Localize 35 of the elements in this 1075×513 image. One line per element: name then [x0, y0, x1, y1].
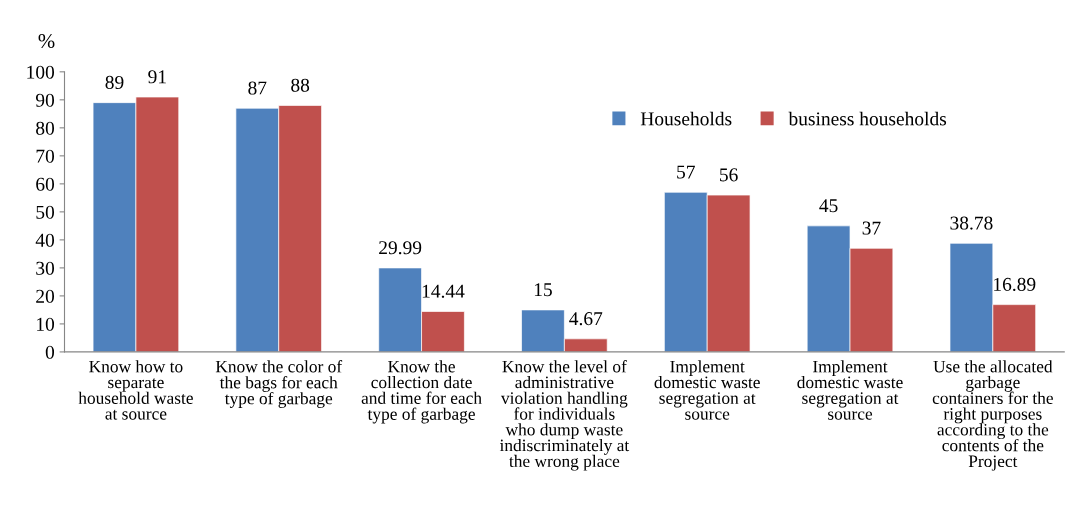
- y-axis-title: %: [38, 33, 55, 49]
- data-label: 38.78: [950, 216, 993, 230]
- y-tick-label: 20: [36, 289, 55, 303]
- x-tick-label: Implement domestic waste segregation at source: [797, 360, 903, 420]
- x-tick-label: Know the collection date and time for each type of garbage: [361, 360, 482, 424]
- y-tick-label: 100: [27, 65, 55, 79]
- y-tick-label: 70: [36, 149, 55, 163]
- y-tick-label: 40: [35, 233, 55, 247]
- data-label: 15: [534, 283, 552, 297]
- x-tick-label: Know the color of the bags for each type of garbage: [215, 360, 343, 408]
- y-tick-label: 50: [36, 205, 55, 219]
- data-label: 4.67: [569, 312, 603, 326]
- data-label: 45: [819, 199, 838, 213]
- legend-label: business households: [788, 111, 947, 126]
- y-tick-label: 10: [37, 317, 55, 331]
- data-label: 29.99: [379, 241, 422, 255]
- data-label: 57: [677, 165, 695, 179]
- x-tick-label: Know the level of administrative violation handling for individuals who dump waste indiscriminately at the wrong place: [499, 360, 630, 471]
- data-label: 89: [105, 75, 124, 89]
- y-tick-label: 30: [36, 261, 55, 275]
- y-tick-label: 90: [35, 93, 55, 107]
- data-label: 56: [720, 168, 738, 182]
- data-label: 88: [291, 78, 310, 92]
- x-tick-label: Implement domestic waste segregation at source: [654, 360, 760, 420]
- data-label: 14.44: [422, 284, 465, 298]
- data-label: 87: [248, 81, 267, 95]
- x-tick-label: Know how to separate household waste at source: [78, 360, 193, 420]
- x-tick-label: Use the allocated garbage containers for the right purposes according to the contents of the Project: [932, 360, 1053, 471]
- data-label: 37: [862, 221, 881, 235]
- y-tick-label: 0: [45, 345, 55, 359]
- y-tick-label: 80: [36, 121, 55, 135]
- y-tick-label: 60: [36, 177, 55, 191]
- data-label: 91: [148, 70, 166, 84]
- data-label: 16.89: [994, 277, 1036, 292]
- legend-label: Households: [640, 111, 732, 126]
